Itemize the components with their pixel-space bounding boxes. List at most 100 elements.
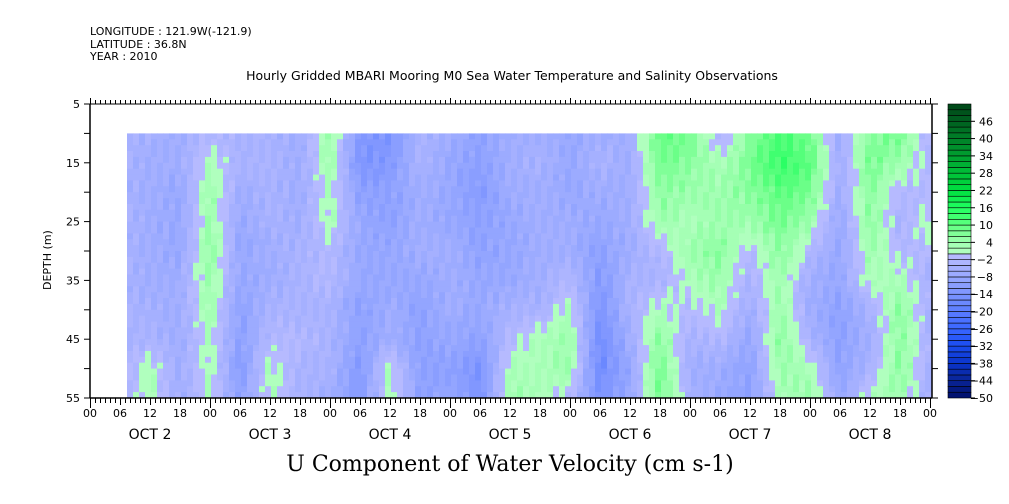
heatmap-cell [217,315,224,323]
heatmap-cell [481,133,488,140]
heatmap-cell [781,298,788,305]
heatmap-cell [679,145,686,152]
heatmap-cell [565,386,572,393]
heatmap-cell [451,327,458,334]
heatmap-cell [547,221,554,228]
heatmap-cell [283,345,290,352]
heatmap-cell [667,227,674,234]
heatmap-cell [787,321,794,328]
heatmap-cell [631,315,638,323]
heatmap-cell [217,298,224,305]
heatmap-cell [133,204,140,211]
heatmap-cell [613,274,620,281]
heatmap-cell [169,151,176,158]
heatmap-cell [775,233,782,240]
heatmap-cell [499,327,506,334]
heatmap-cell [253,351,260,358]
heatmap-cell [439,139,446,146]
heatmap-cell [235,209,242,217]
heatmap-cell [625,186,632,193]
heatmap-cell [715,274,722,281]
heatmap-cell [541,374,548,381]
heatmap-cell [709,286,716,293]
heatmap-cell [253,262,260,270]
heatmap-cell [481,209,488,217]
heatmap-cell [643,298,650,305]
heatmap-cell [385,233,392,240]
heatmap-cell [241,262,248,270]
heatmap-cell [745,145,752,152]
heatmap-cell [229,280,236,287]
heatmap-cell [649,280,656,287]
heatmap-cell [469,392,476,399]
heatmap-cell [397,174,404,181]
heatmap-cell [493,133,500,140]
heatmap-cell [361,315,368,323]
heatmap-cell [625,374,632,381]
heatmap-cell [535,215,542,223]
heatmap-cell [667,351,674,358]
heatmap-cell [451,162,458,170]
heatmap-cell [697,227,704,234]
heatmap-cell [409,339,416,346]
heatmap-cell [697,239,704,246]
heatmap-cell [247,374,254,381]
heatmap-cell [775,362,782,370]
heatmap-cell [313,168,320,176]
heatmap-cell [211,215,218,223]
heatmap-cell [709,262,716,270]
heatmap-cell [643,351,650,358]
heatmap-cell [349,356,356,364]
heatmap-cell [679,198,686,205]
heatmap-cell [163,327,170,334]
heatmap-cell [199,221,206,228]
heatmap-cell [199,256,206,264]
heatmap-cell [601,315,608,323]
heatmap-cell [499,368,506,375]
heatmap-cell [397,215,404,223]
heatmap-cell [217,327,224,334]
heatmap-cell [367,333,374,340]
latitude-label: LATITUDE : 36.8N [90,38,187,51]
heatmap-cell [349,345,356,352]
heatmap-cell [295,309,302,317]
heatmap-cell [439,251,446,258]
heatmap-cell [523,339,530,346]
heatmap-cell [421,286,428,293]
heatmap-cell [787,239,794,246]
heatmap-cell [601,309,608,317]
heatmap-cell [769,233,776,240]
heatmap-cell [535,256,542,264]
heatmap-cell [133,139,140,146]
heatmap-cell [421,227,428,234]
heatmap-cell [259,386,266,393]
heatmap-cell [547,386,554,393]
heatmap-cell [349,221,356,228]
heatmap-cell [139,233,146,240]
heatmap-cell [187,198,194,205]
heatmap-cell [157,215,164,223]
heatmap-cell [709,162,716,170]
heatmap-cell [445,133,452,140]
heatmap-cell [541,221,548,228]
heatmap-cell [697,351,704,358]
heatmap-cell [703,392,710,399]
heatmap-cell [361,139,368,146]
heatmap-cell [259,315,266,323]
heatmap-cell [511,386,518,393]
heatmap-cell [391,303,398,311]
heatmap-cell [433,186,440,193]
heatmap-cell [415,209,422,217]
heatmap-cell [397,245,404,252]
heatmap-cell [787,262,794,270]
heatmap-cell [679,233,686,240]
heatmap-cell [475,239,482,246]
heatmap-cell [427,333,434,340]
heatmap-cell [139,298,146,305]
heatmap-cell [373,256,380,264]
heatmap-cell [451,268,458,275]
heatmap-cell [361,198,368,205]
heatmap-cell [547,256,554,264]
heatmap-cell [643,268,650,275]
heatmap-cell [409,133,416,140]
